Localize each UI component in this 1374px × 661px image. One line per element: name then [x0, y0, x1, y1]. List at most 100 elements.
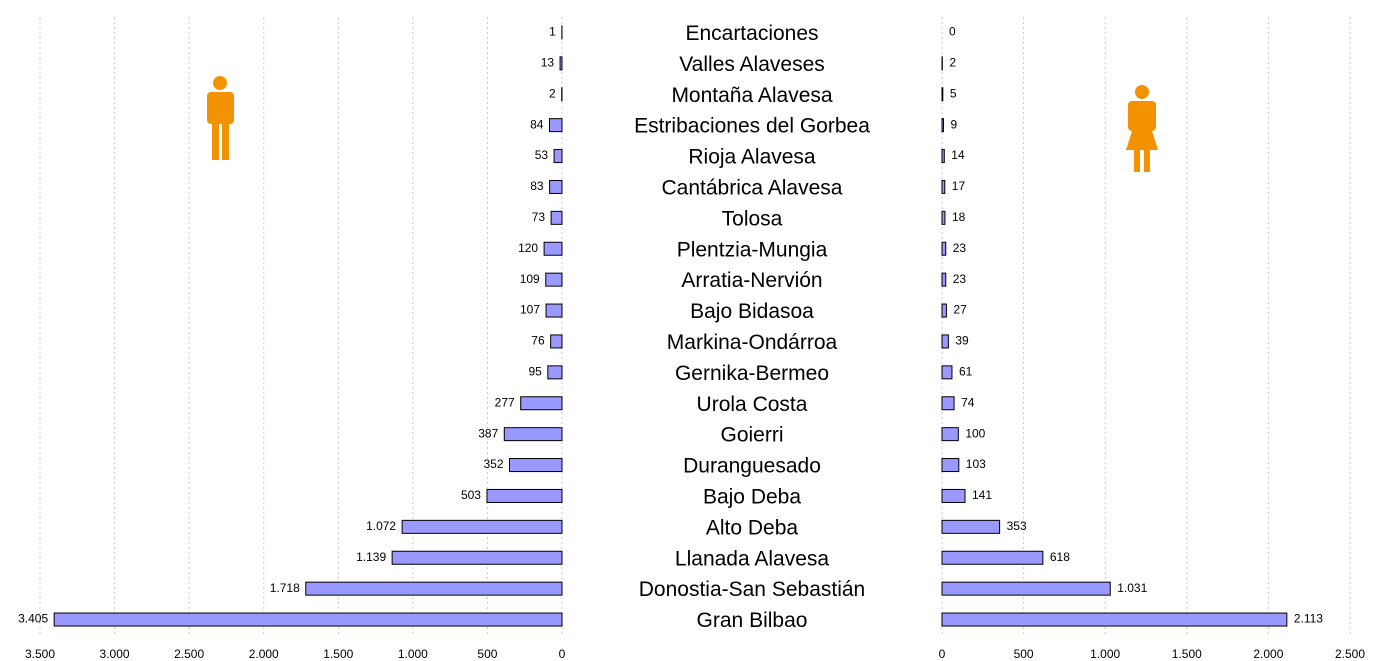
category-label: Tolosa [722, 207, 783, 230]
value-label: 23 [953, 241, 967, 255]
value-label: 100 [965, 426, 985, 440]
category-label: Montaña Alavesa [671, 84, 832, 107]
x-tick-label: 0 [559, 647, 566, 661]
male-icon [207, 76, 234, 160]
category-label: Urola Costa [697, 393, 808, 416]
category-label: Donostia-San Sebastián [639, 578, 865, 601]
value-label: 14 [951, 148, 965, 162]
category-label: Arratia-Nervión [681, 269, 822, 292]
value-label: 353 [1007, 519, 1027, 533]
bar [549, 179, 563, 194]
category-label: Plentzia-Mungia [677, 238, 828, 261]
x-tick-label: 1.500 [323, 647, 353, 661]
value-label: 103 [966, 457, 986, 471]
value-label: 39 [955, 334, 969, 348]
value-label: 1.031 [1117, 581, 1147, 595]
category-label: Duranguesado [683, 455, 821, 478]
value-label: 84 [530, 117, 544, 131]
bar [550, 210, 563, 225]
x-tick-label: 1.500 [1172, 647, 1202, 661]
x-tick-label: 1.000 [1090, 647, 1120, 661]
bar [941, 303, 947, 318]
bar [941, 519, 1001, 534]
category-label: Bajo Bidasoa [690, 300, 814, 323]
category-label: Encartaciones [685, 22, 818, 45]
bar [941, 488, 966, 503]
bar [305, 581, 563, 596]
value-label: 1.139 [356, 550, 386, 564]
value-label: 18 [952, 210, 966, 224]
bar [503, 427, 563, 442]
bar [547, 365, 563, 380]
value-label: 2 [949, 56, 956, 70]
bar [941, 581, 1111, 596]
bar [545, 272, 563, 287]
bar [543, 241, 563, 256]
category-label: Cantábrica Alavesa [662, 176, 843, 199]
bar [391, 550, 563, 565]
female-icon [1126, 85, 1158, 172]
value-label: 2.113 [1294, 612, 1323, 626]
value-label: 503 [461, 488, 481, 502]
x-tick-label: 2.500 [1335, 647, 1365, 661]
value-label: 107 [520, 303, 540, 317]
category-label: Estribaciones del Gorbea [634, 115, 870, 138]
x-tick-label: 2.000 [1253, 647, 1283, 661]
category-label: Valles Alaveses [679, 53, 825, 76]
value-label: 2 [549, 86, 556, 100]
value-label: 618 [1050, 550, 1070, 564]
value-label: 387 [478, 426, 498, 440]
value-label: 352 [483, 457, 503, 471]
value-label: 120 [518, 241, 538, 255]
bar [941, 427, 959, 442]
bar [509, 458, 563, 473]
x-tick-label: 2.500 [174, 647, 204, 661]
bar [941, 118, 944, 133]
category-label: Alto Deba [706, 516, 799, 539]
value-label: 74 [961, 395, 975, 409]
value-label: 1 [549, 25, 556, 39]
value-label: 73 [532, 210, 546, 224]
bar [941, 458, 960, 473]
value-label: 3.405 [18, 612, 48, 626]
category-label: Bajo Deba [703, 485, 801, 508]
value-label: 83 [530, 179, 544, 193]
bar [941, 612, 1288, 627]
bar [941, 241, 947, 256]
category-label: Markina-Ondárroa [667, 331, 838, 354]
category-label: Gran Bilbao [697, 609, 808, 632]
bar [941, 550, 1044, 565]
bar [553, 149, 563, 164]
category-label: Rioja Alavesa [688, 146, 816, 169]
bar [941, 179, 946, 194]
x-tick-label: 2.000 [249, 647, 279, 661]
bar [941, 272, 947, 287]
bar [941, 334, 949, 349]
bar [941, 396, 955, 411]
bar [941, 365, 953, 380]
value-label: 61 [959, 365, 973, 379]
value-label: 0 [949, 25, 956, 39]
bar [53, 612, 563, 627]
value-label: 23 [953, 272, 967, 286]
bar [941, 210, 946, 225]
value-label: 13 [541, 56, 555, 70]
x-tick-label: 0 [939, 647, 946, 661]
bar [941, 87, 944, 102]
value-label: 5 [950, 86, 957, 100]
value-label: 109 [520, 272, 540, 286]
bar [550, 334, 563, 349]
value-label: 95 [528, 365, 542, 379]
value-label: 27 [953, 303, 967, 317]
value-label: 9 [950, 117, 957, 131]
value-label: 1.072 [366, 519, 396, 533]
value-label: 53 [535, 148, 549, 162]
value-label: 17 [952, 179, 966, 193]
bar [486, 488, 563, 503]
value-label: 141 [972, 488, 992, 502]
category-label: Gernika-Bermeo [675, 362, 829, 385]
category-label: Llanada Alavesa [675, 547, 829, 570]
bar [401, 519, 563, 534]
bar [520, 396, 563, 411]
